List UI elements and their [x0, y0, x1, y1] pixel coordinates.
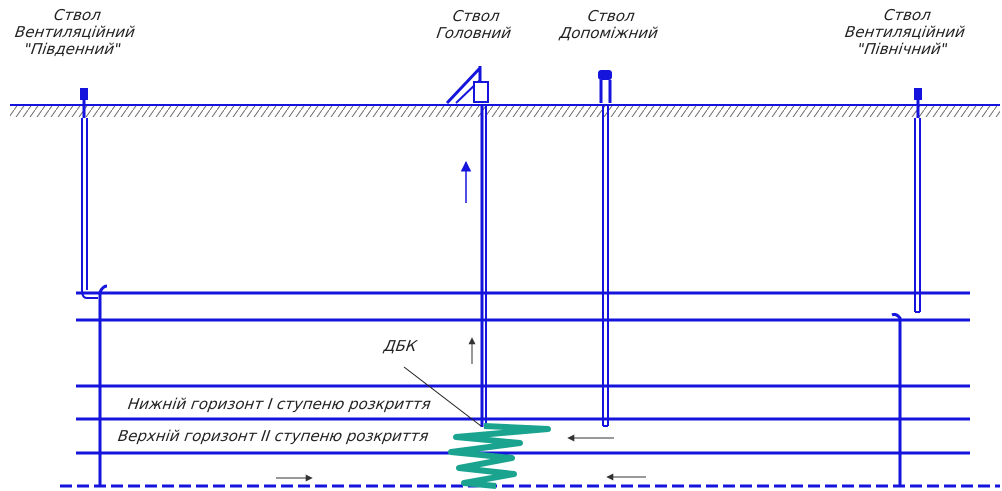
- ground-surface: [10, 104, 1000, 117]
- shaft-label-main-line2: Головний: [435, 24, 513, 42]
- shaft-main: [445, 66, 489, 427]
- shaft-label-auxiliary-line1: Ствол: [586, 7, 636, 25]
- shaft-label-vent-south-line3: "Південний": [23, 40, 123, 58]
- flow-arrows: [276, 160, 646, 482]
- shaft-label-vent-south-line1: Ствол: [52, 6, 103, 24]
- callout-leader: [403, 366, 482, 427]
- shaft-label-vent-north-line1: Ствол: [882, 6, 933, 24]
- spiral-conveyor: [448, 423, 551, 489]
- level-label-upper: Верхній горизонт ІІ ступеню розкриття: [116, 427, 430, 445]
- shaft-label-vent-south-line2: Вентиляційний: [13, 23, 137, 41]
- shaft-label-auxiliary-line2: Допоміжний: [558, 24, 660, 42]
- shaft-vent-north: [914, 88, 922, 313]
- shaft-label-vent-north-line3: "Північний": [856, 40, 950, 58]
- shaft-label-vent-north-line2: Вентиляційний: [843, 23, 967, 41]
- shaft-label-main-line1: Ствол: [451, 7, 501, 25]
- callout-label-dbk: ДБК: [382, 337, 419, 355]
- shaft-label-main: Ствол Головний: [423, 7, 528, 42]
- level-label-lower: Нижній горизонт І ступеню розкриття: [126, 395, 432, 413]
- horizon-lines: [76, 291, 970, 455]
- shaft-vent-south: [80, 88, 98, 299]
- shaft-label-auxiliary: Ствол Допоміжний: [553, 7, 668, 42]
- shaft-auxiliary: [598, 70, 612, 427]
- shaft-label-vent-south: Ствол Вентиляційний "Південний": [6, 6, 143, 58]
- shaft-label-vent-north: Ствол Вентиляційний "Північний": [836, 6, 973, 58]
- blind-shafts: [98, 284, 902, 487]
